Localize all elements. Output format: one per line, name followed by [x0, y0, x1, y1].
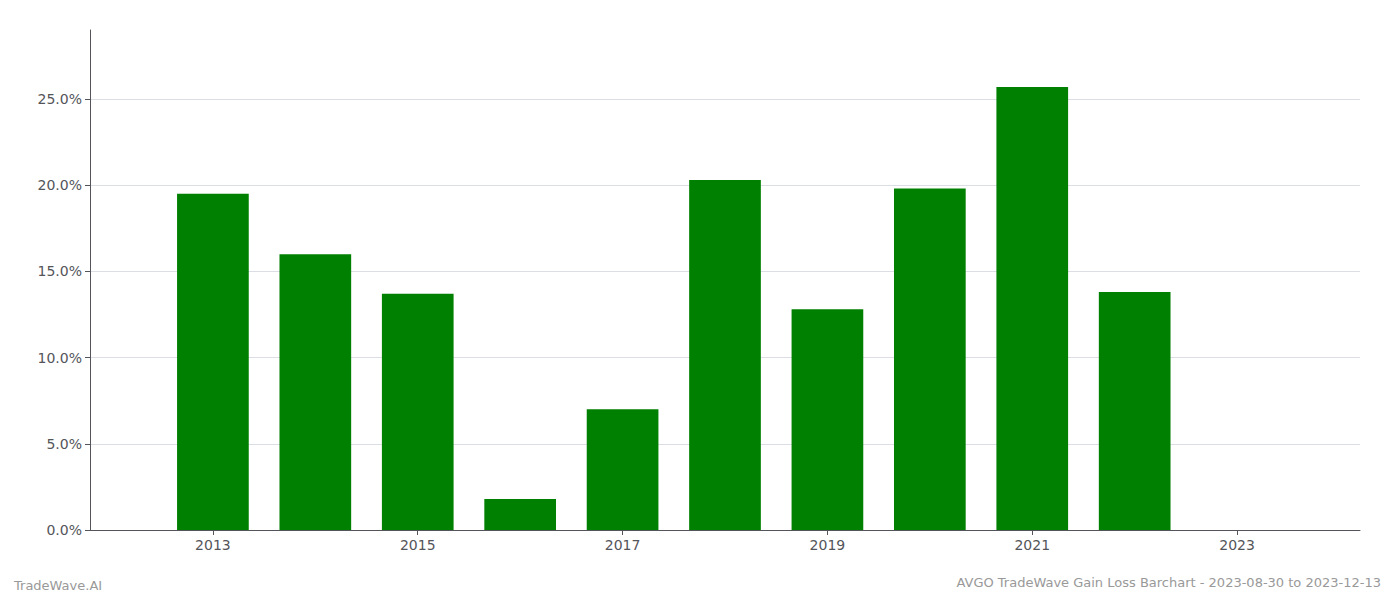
svg-text:TradeWave.AI: TradeWave.AI [13, 578, 102, 593]
svg-text:2021: 2021 [1014, 537, 1050, 553]
svg-text:AVGO TradeWave Gain Loss Barch: AVGO TradeWave Gain Loss Barchart - 2023… [956, 575, 1381, 590]
svg-text:15.0%: 15.0% [38, 263, 82, 279]
svg-text:2017: 2017 [605, 537, 641, 553]
svg-text:20.0%: 20.0% [38, 177, 82, 193]
svg-text:10.0%: 10.0% [38, 350, 82, 366]
svg-text:2019: 2019 [810, 537, 846, 553]
svg-text:2013: 2013 [195, 537, 231, 553]
svg-text:2015: 2015 [400, 537, 436, 553]
svg-text:2023: 2023 [1219, 537, 1255, 553]
svg-text:5.0%: 5.0% [46, 436, 82, 452]
svg-text:25.0%: 25.0% [38, 91, 82, 107]
svg-text:0.0%: 0.0% [46, 522, 82, 538]
